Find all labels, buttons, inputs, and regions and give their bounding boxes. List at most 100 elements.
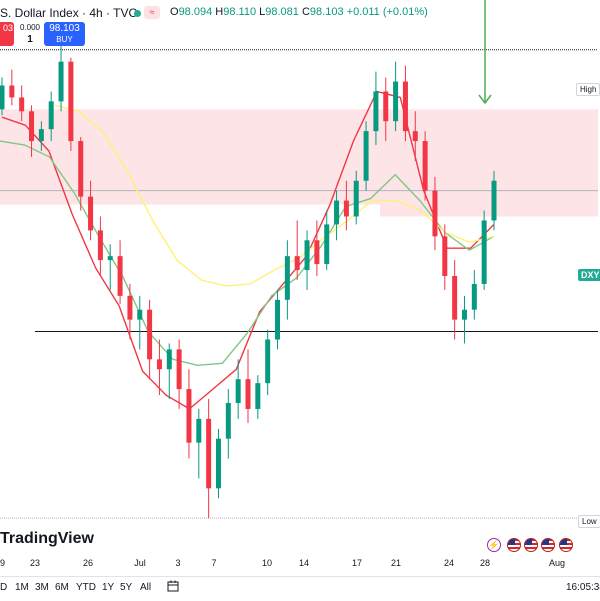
moving-average-line <box>0 140 495 367</box>
candle-body <box>176 349 182 390</box>
sell-button[interactable]: 03 <box>0 22 14 46</box>
time-axis-tick: 7 <box>211 558 217 568</box>
candle-body <box>314 240 320 265</box>
arrow-layer <box>478 0 492 105</box>
candle-body <box>78 141 84 197</box>
close-value: 98.103 <box>309 6 344 18</box>
spread-value: 0.000 <box>19 23 41 32</box>
candle-body <box>383 91 389 122</box>
candle-body <box>147 309 153 360</box>
candle-body <box>353 180 359 217</box>
candle-body <box>255 383 261 409</box>
candle-body <box>137 309 143 320</box>
candle-body <box>215 438 221 489</box>
timeframe-button-3m[interactable]: 3M <box>35 582 49 593</box>
time-axis-tick: 21 <box>390 558 402 568</box>
candle-body <box>452 275 458 320</box>
candle-body <box>432 190 438 237</box>
buy-price: 98.103 <box>49 23 80 34</box>
symbol-price-tag: DXY <box>578 269 600 281</box>
timeframe-button-1m[interactable]: 1M <box>15 582 29 593</box>
candle-body <box>9 85 15 98</box>
zones-layer <box>0 109 598 217</box>
supply-zone <box>0 109 598 205</box>
candle-body <box>107 256 113 261</box>
time-axis-tick: Aug <box>548 558 566 568</box>
candle-body <box>127 295 133 320</box>
candle-body <box>284 256 290 300</box>
clock[interactable]: 16:05:34 <box>566 582 600 593</box>
us-flag-icon[interactable] <box>559 538 573 552</box>
candle-body <box>225 402 231 439</box>
timeframe-button-d[interactable]: D <box>0 582 8 593</box>
timeframe-button-ytd[interactable]: YTD <box>76 582 96 593</box>
timeframe-button-1y[interactable]: 1Y <box>102 582 115 593</box>
candle-body <box>275 299 281 340</box>
close-label: C <box>301 6 310 18</box>
buy-label: BUY <box>56 35 73 44</box>
time-axis-tick: 14 <box>298 558 310 568</box>
candle-body <box>324 224 330 265</box>
bottom-toolbar <box>0 576 600 601</box>
symbol-title[interactable]: S. Dollar Index · 4h · TVC <box>0 6 138 20</box>
calendar-icon[interactable] <box>167 580 179 592</box>
moving-average-line <box>1 90 495 410</box>
low-price-tag: Low <box>578 515 600 528</box>
time-axis-tick: 24 <box>443 558 455 568</box>
candle-body <box>422 141 428 191</box>
timeframe-button-all[interactable]: All <box>140 582 152 593</box>
time-axis-tick: Jul <box>134 558 146 568</box>
candle-body <box>402 81 408 132</box>
candle-body <box>471 283 477 310</box>
candle-body <box>461 309 467 320</box>
us-flag-icon[interactable] <box>507 538 521 552</box>
timeframe-button-5y[interactable]: 5Y <box>120 582 133 593</box>
high-price-tag: High <box>576 83 600 96</box>
candles-layer <box>0 45 497 519</box>
market-status-dot <box>134 10 141 17</box>
candle-body <box>0 85 5 110</box>
candle-body <box>334 200 340 225</box>
compare-icon[interactable]: ≈ <box>144 6 160 19</box>
us-flag-icon[interactable] <box>524 538 538 552</box>
candle-body <box>343 200 349 217</box>
change-value: +0.011 (+0.01%) <box>346 6 428 18</box>
candle-body <box>491 180 497 221</box>
candle-body <box>117 256 123 296</box>
moving-averages-layer <box>0 90 495 410</box>
tradingview-logo[interactable]: TradingView <box>0 530 94 547</box>
us-flag-icon[interactable] <box>541 538 555 552</box>
quantity-value[interactable]: 1 <box>27 34 33 45</box>
timeframe-button-6m[interactable]: 6M <box>55 582 69 593</box>
candle-body <box>48 101 54 130</box>
time-axis-tick: 28 <box>479 558 491 568</box>
time-axis-tick: 26 <box>82 558 94 568</box>
candle-body <box>196 418 202 443</box>
time-axis-tick: 3 <box>175 558 181 568</box>
time-axis-tick: 9 <box>0 558 6 568</box>
open-label: O <box>170 6 179 18</box>
candle-body <box>206 418 212 489</box>
candle-body <box>156 359 162 370</box>
candle-body <box>265 339 271 384</box>
time-axis-tick: 23 <box>29 558 41 568</box>
candle-body <box>412 131 418 142</box>
candle-body <box>373 91 379 132</box>
candle-body <box>235 379 241 403</box>
down-arrow-head <box>478 94 492 105</box>
low-value: 98.081 <box>265 6 299 18</box>
high-value: 98.110 <box>223 6 257 18</box>
candle-body <box>363 131 369 181</box>
buy-button[interactable]: 98.103 BUY <box>44 22 85 46</box>
lightning-icon[interactable]: ⚡ <box>487 538 501 552</box>
time-axis-tick: 17 <box>351 558 363 568</box>
candle-body <box>166 349 172 370</box>
low-label: L <box>259 6 266 18</box>
moving-average-line <box>54 104 495 287</box>
candle-body <box>186 389 192 443</box>
candle-body <box>29 111 35 142</box>
high-label: H <box>215 6 224 18</box>
open-value: 98.094 <box>178 6 213 18</box>
candle-body <box>481 220 487 284</box>
